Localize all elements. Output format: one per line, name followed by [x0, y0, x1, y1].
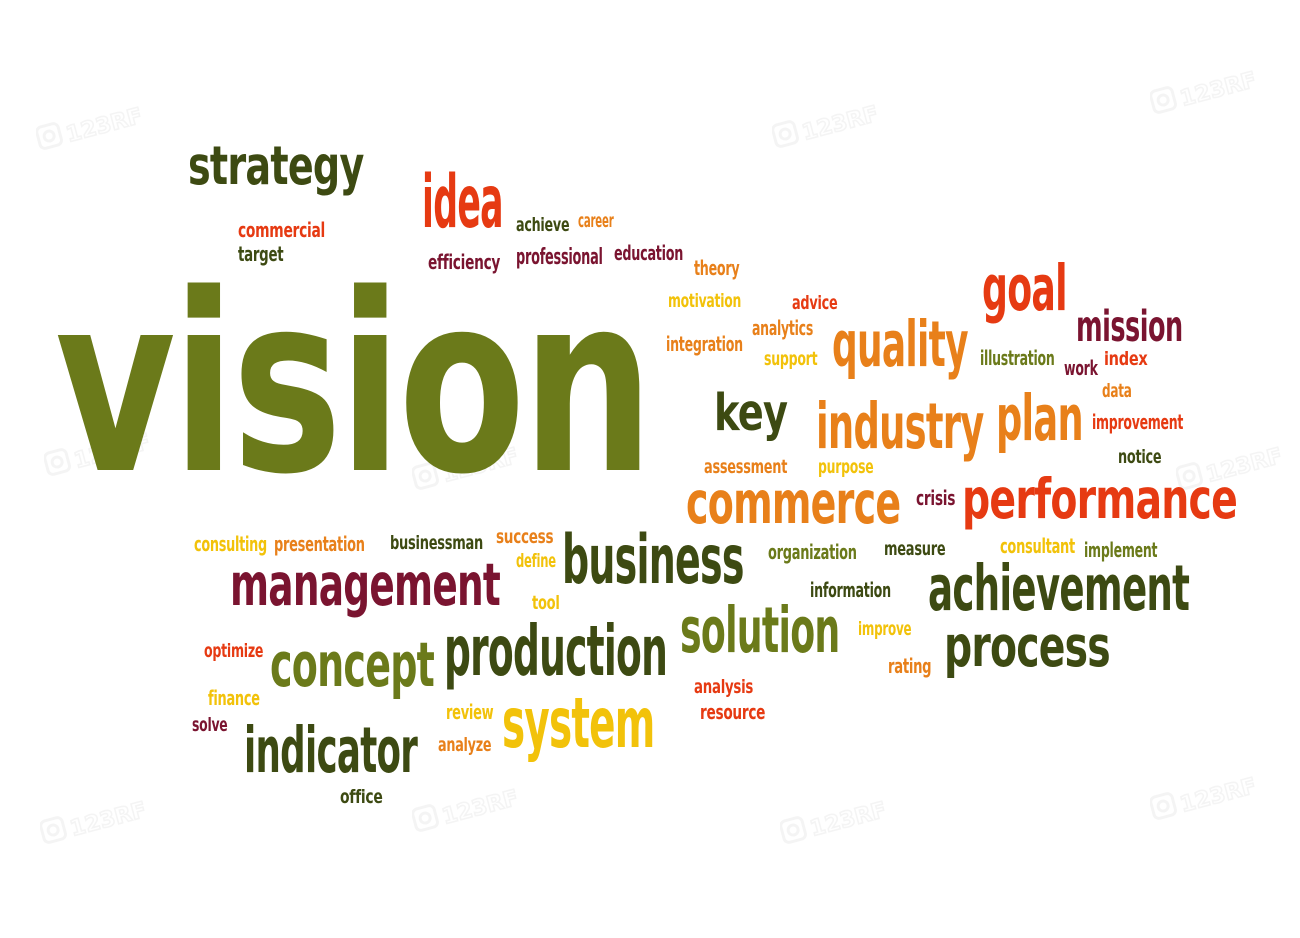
watermark: 123RF: [1150, 70, 1260, 118]
word-efficiency: efficiency: [428, 250, 501, 275]
word-consulting: consulting: [194, 532, 267, 557]
word-education: education: [614, 241, 684, 266]
word-resource: resource: [700, 700, 766, 725]
camera-icon: 123RF: [772, 104, 882, 148]
word-achievement: achievement: [928, 550, 1190, 625]
watermark: 123RF: [1176, 446, 1286, 494]
word-integration: integration: [666, 332, 743, 357]
word-advice: advice: [792, 292, 838, 314]
watermark: 123RF: [772, 104, 882, 152]
word-work: work: [1064, 356, 1098, 381]
word-illustration: illustration: [980, 346, 1055, 371]
word-goal: goal: [982, 250, 1068, 325]
watermark-text: 123RF: [799, 104, 881, 146]
word-solution: solution: [680, 592, 840, 667]
watermark: 123RF: [412, 788, 522, 836]
watermark-text: 123RF: [807, 800, 889, 842]
word-index: index: [1104, 348, 1148, 370]
watermark: 123RF: [412, 446, 522, 494]
word-indicator: indicator: [244, 712, 418, 787]
camera-icon: 123RF: [412, 788, 522, 832]
camera-icon: 123RF: [412, 446, 522, 490]
word-process: process: [944, 614, 1111, 681]
word-notice: notice: [1118, 446, 1162, 468]
word-solve: solve: [192, 714, 228, 736]
word-analyze: analyze: [438, 734, 492, 756]
word-consultant: consultant: [1000, 534, 1075, 559]
camera-icon: 123RF: [36, 106, 146, 150]
word-optimize: optimize: [204, 640, 264, 662]
camera-icon: 123RF: [1176, 446, 1286, 490]
word-office: office: [340, 786, 383, 808]
word-crisis: crisis: [916, 486, 956, 511]
watermark-text: 123RF: [67, 800, 149, 842]
word-achieve: achieve: [516, 214, 570, 236]
word-strategy: strategy: [188, 134, 364, 197]
watermark-text: 123RF: [1177, 70, 1259, 112]
word-tool: tool: [532, 592, 560, 614]
word-implement: implement: [1084, 538, 1158, 563]
word-commerce: commerce: [686, 468, 901, 538]
word-idea: idea: [422, 160, 504, 246]
word-concept: concept: [270, 630, 435, 702]
word-success: success: [496, 526, 554, 548]
watermark: 123RF: [1150, 776, 1260, 824]
camera-icon: 123RF: [40, 800, 150, 844]
watermark: 123RF: [44, 432, 154, 480]
word-production: production: [444, 612, 668, 693]
word-motivation: motivation: [668, 290, 742, 312]
watermark: 123RF: [36, 106, 146, 154]
word-vision: vision: [55, 242, 654, 530]
word-presentation: presentation: [274, 532, 365, 557]
word-finance: finance: [208, 686, 260, 711]
word-information: information: [810, 578, 891, 603]
watermark: 123RF: [40, 800, 150, 848]
word-analytics: analytics: [752, 316, 814, 341]
camera-icon: 123RF: [780, 800, 890, 844]
word-quality: quality: [832, 306, 969, 381]
word-professional: professional: [516, 244, 603, 271]
word-theory: theory: [694, 256, 740, 281]
word-measure: measure: [884, 538, 946, 560]
word-key: key: [714, 383, 788, 443]
watermark-text: 123RF: [439, 788, 521, 830]
camera-icon: 123RF: [1150, 776, 1260, 820]
word-business: business: [562, 520, 744, 599]
word-rating: rating: [888, 654, 932, 679]
word-businessman: businessman: [390, 532, 484, 554]
word-improvement: improvement: [1092, 410, 1184, 435]
watermark: 123RF: [780, 800, 890, 848]
word-organization: organization: [768, 540, 857, 565]
word-target: target: [238, 242, 284, 267]
word-analysis: analysis: [694, 676, 754, 698]
camera-icon: 123RF: [44, 432, 154, 476]
word-management: management: [230, 550, 501, 620]
word-improve: improve: [858, 618, 912, 640]
word-system: system: [502, 684, 655, 765]
word-career: career: [578, 210, 614, 232]
word-commercial: commercial: [238, 218, 326, 243]
word-industry: industry: [816, 388, 984, 463]
word-define: define: [516, 550, 556, 572]
word-mission: mission: [1076, 301, 1183, 352]
word-purpose: purpose: [818, 456, 874, 478]
word-support: support: [764, 348, 818, 370]
watermark-text: 123RF: [63, 106, 145, 148]
word-plan: plan: [996, 380, 1084, 455]
word-review: review: [446, 700, 494, 725]
word-performance: performance: [962, 466, 1238, 531]
word-assessment: assessment: [704, 456, 788, 478]
watermark-text: 123RF: [1177, 776, 1259, 818]
camera-icon: 123RF: [1150, 70, 1260, 114]
word-data: data: [1102, 380, 1132, 402]
